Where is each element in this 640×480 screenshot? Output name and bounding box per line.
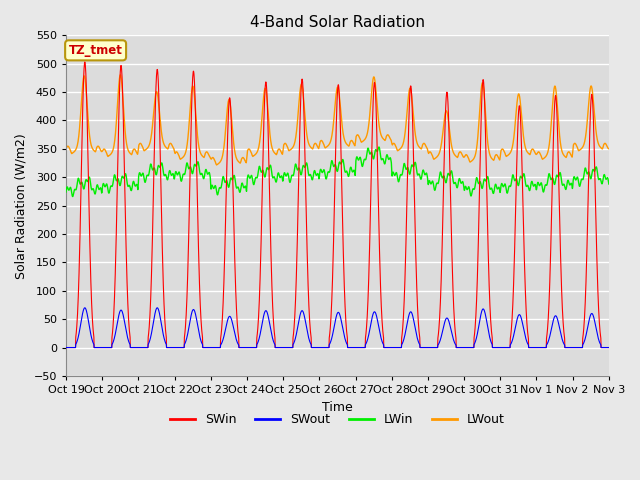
Legend: SWin, SWout, LWin, LWout: SWin, SWout, LWin, LWout <box>165 408 510 431</box>
Text: TZ_tmet: TZ_tmet <box>68 44 122 57</box>
Y-axis label: Solar Radiation (W/m2): Solar Radiation (W/m2) <box>15 133 28 278</box>
X-axis label: Time: Time <box>322 400 353 413</box>
Title: 4-Band Solar Radiation: 4-Band Solar Radiation <box>250 15 425 30</box>
